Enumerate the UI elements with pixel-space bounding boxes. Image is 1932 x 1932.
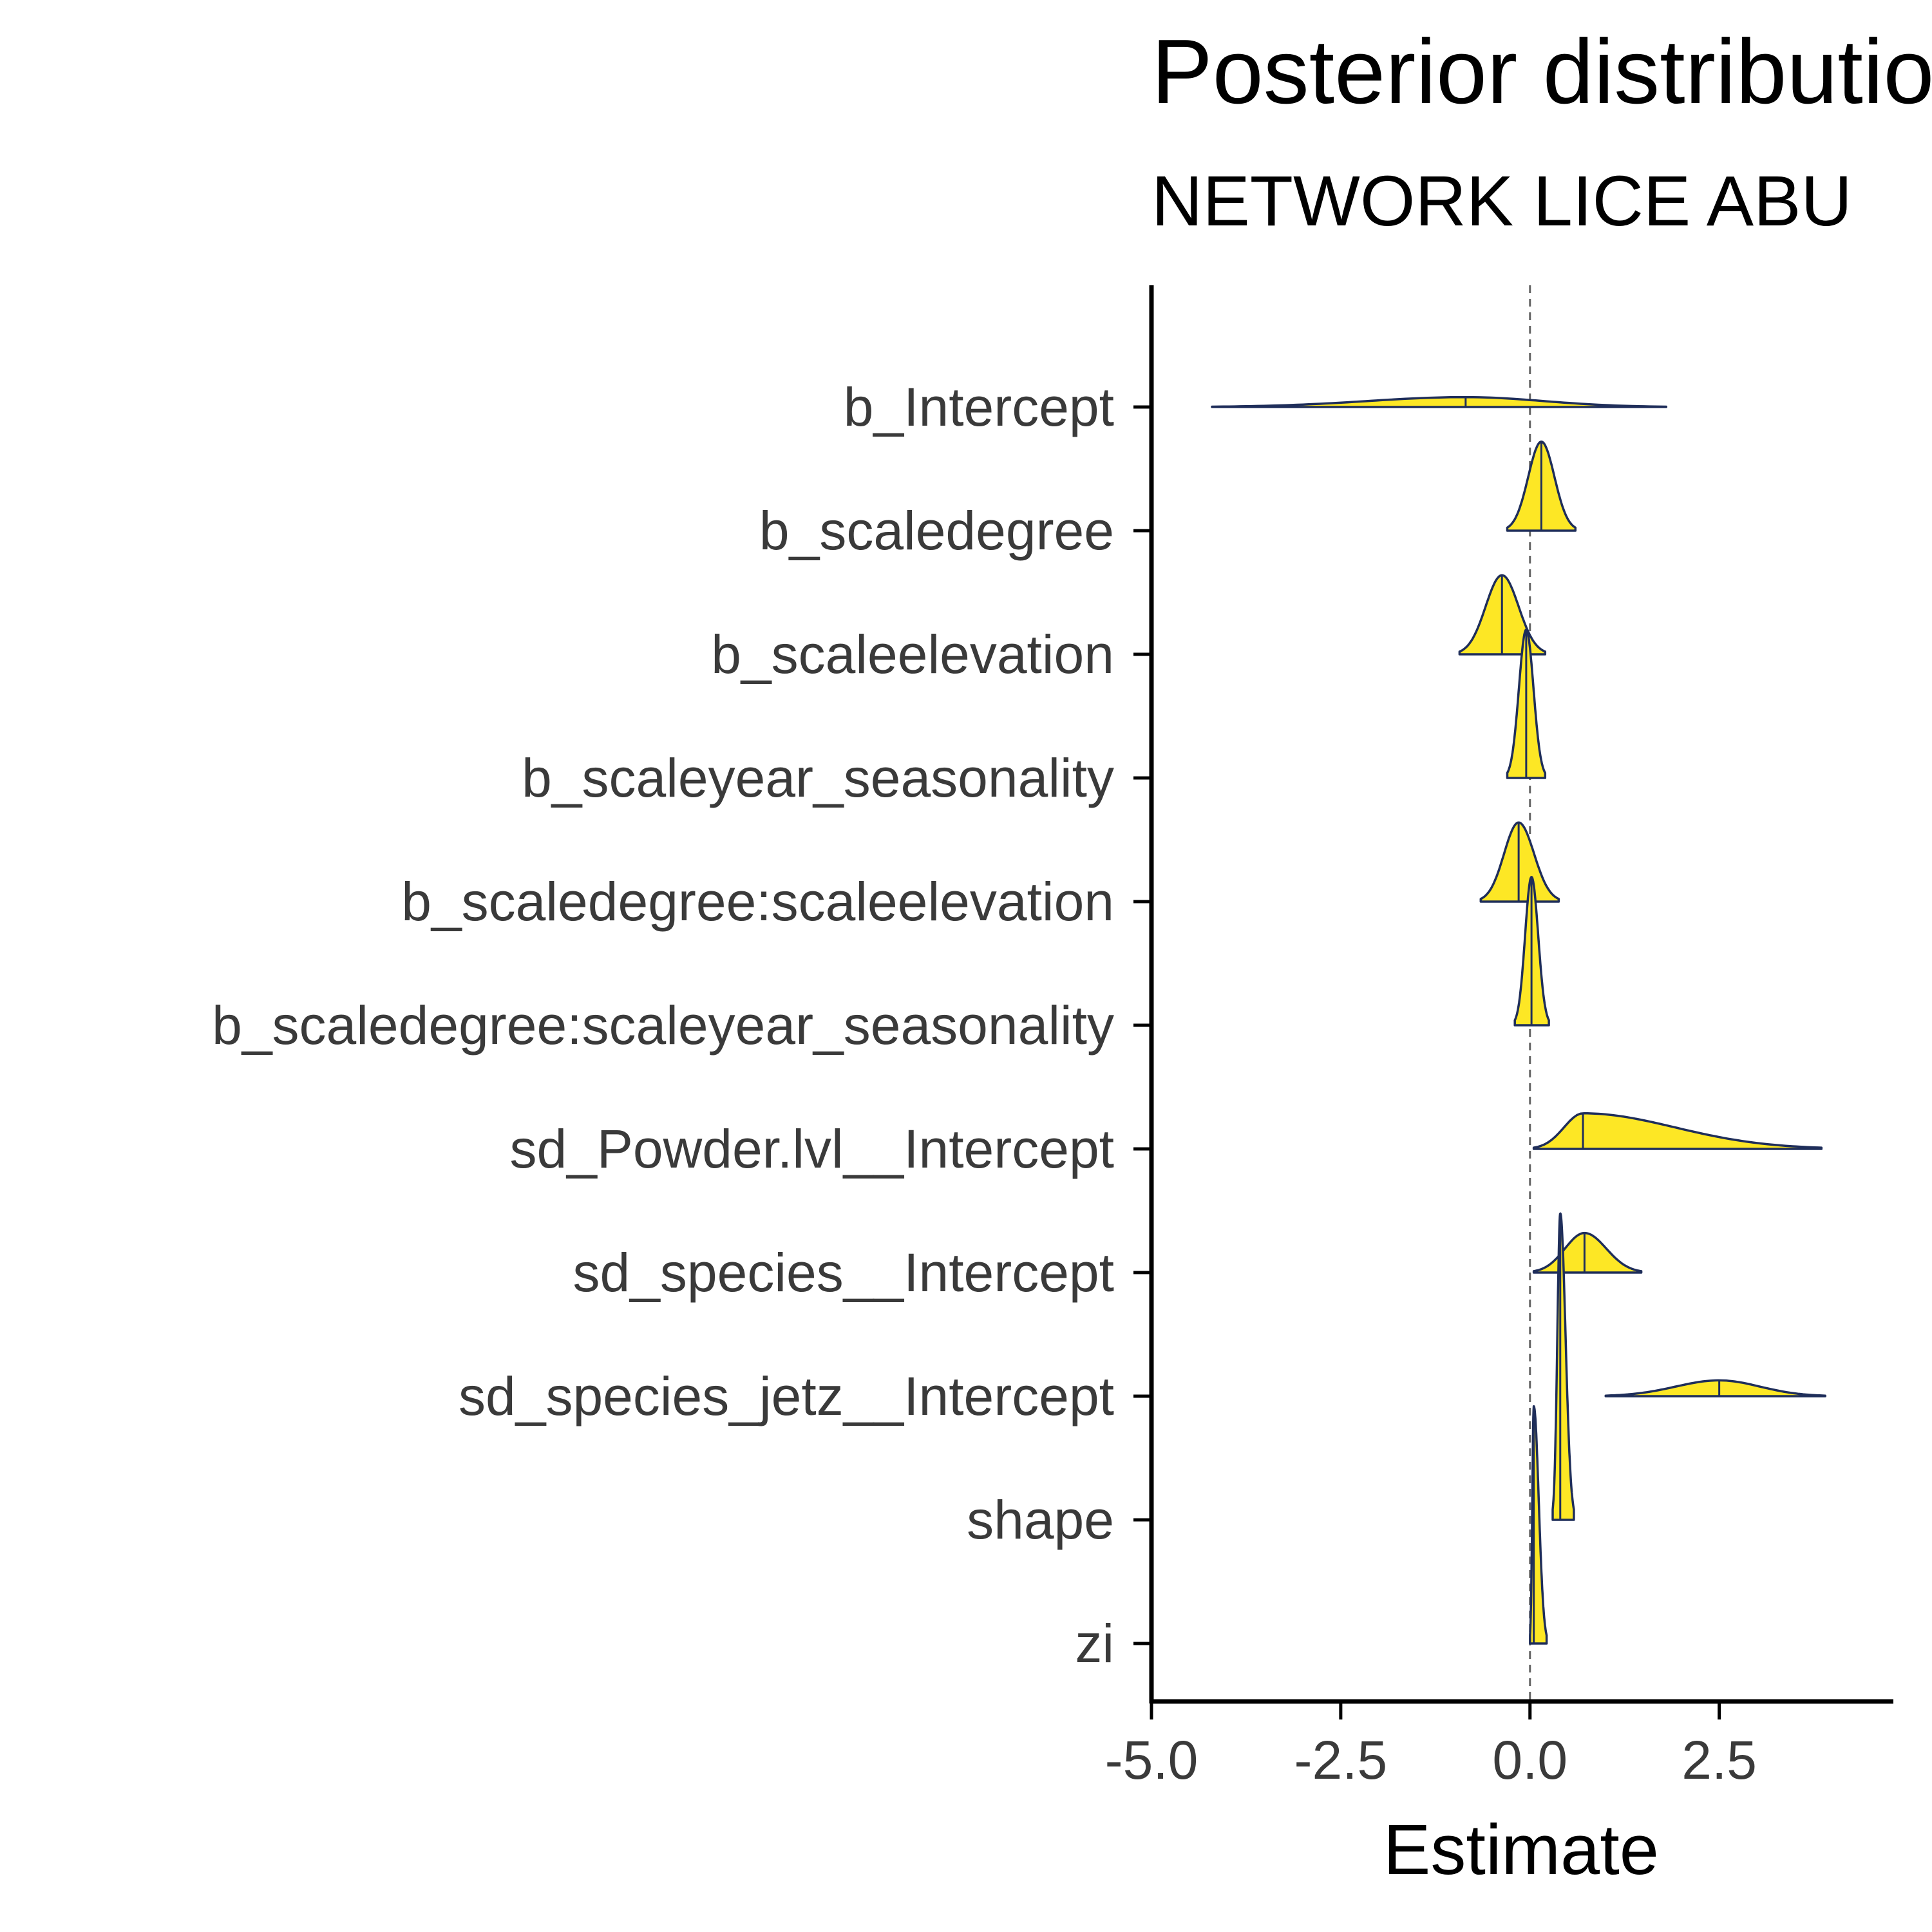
y-tick-label: b_scaledegree:scaleelevation (401, 871, 1114, 932)
y-tick-label: sd_species_jetz__Intercept (459, 1366, 1114, 1426)
y-tick-label: sd_species__Intercept (573, 1242, 1114, 1303)
chart-title: Posterior distributio (1151, 21, 1932, 123)
density-ridge (1532, 1112, 1823, 1150)
x-tick-label: 2.5 (1681, 1730, 1757, 1790)
y-tick-label: b_scaleyear_seasonality (522, 748, 1114, 808)
x-tick-label: 0.0 (1492, 1730, 1567, 1790)
y-tick-label: b_scaleelevation (711, 624, 1114, 685)
y-tick-label: b_Intercept (844, 377, 1114, 437)
chart-subtitle: NETWORK LICE ABU (1151, 162, 1852, 241)
y-tick-label: b_scaledegree:scaleyear_seasonality (212, 995, 1114, 1056)
density-ridge (1604, 1379, 1826, 1397)
density-ridge (1479, 821, 1560, 903)
y-tick-label: b_scaledegree (759, 500, 1114, 561)
density-ridge (1211, 395, 1668, 408)
x-axis-title: Estimate (1383, 1810, 1659, 1889)
density-ridge (1529, 1405, 1548, 1645)
density-ridge (1532, 1231, 1643, 1274)
plot-area: b_Intercept b_scaledegree b_scaleelevation… (212, 285, 1893, 1790)
density-ridge (1551, 1212, 1575, 1521)
y-tick-label: zi (1075, 1613, 1114, 1674)
y-tick-label: sd_Powder.lvl__Intercept (509, 1119, 1114, 1179)
x-tick-label: -2.5 (1294, 1730, 1388, 1790)
y-tick-label: shape (967, 1490, 1114, 1550)
x-tick-label: -5.0 (1105, 1730, 1198, 1790)
